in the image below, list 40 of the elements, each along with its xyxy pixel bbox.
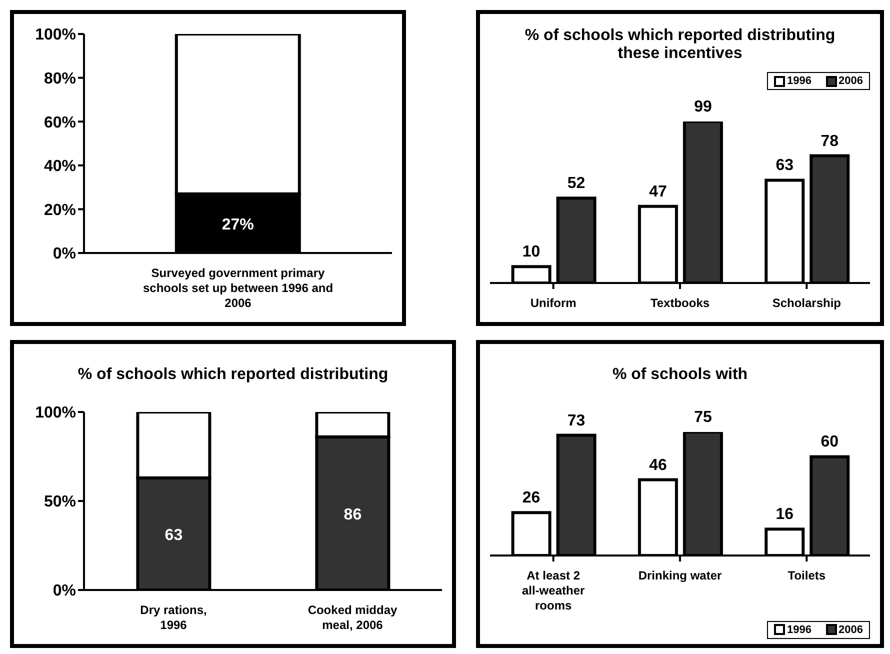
data-label: 10 bbox=[522, 244, 540, 261]
chart-title: % of schools which reported distributing these incentives bbox=[524, 26, 836, 64]
x-tick-label: Cooked midday meal, 2006 bbox=[308, 603, 398, 632]
data-label: 63 bbox=[776, 157, 794, 174]
chart-title: % of schools with bbox=[611, 365, 749, 385]
y-tick-label: 0% bbox=[52, 246, 76, 263]
x-tick-label: Toilets bbox=[788, 568, 826, 582]
data-label: 46 bbox=[649, 456, 667, 474]
x-tick-label: Scholarship bbox=[772, 296, 842, 310]
x-tick-label: Textbooks bbox=[650, 296, 710, 310]
x-tick-label: At least 2 all-weather rooms bbox=[522, 568, 585, 612]
y-tick-label: 100% bbox=[35, 26, 76, 44]
legend-label: 1996 bbox=[786, 75, 812, 87]
data-label: 73 bbox=[567, 412, 586, 430]
data-label: 75 bbox=[694, 409, 712, 426]
data-label: 60 bbox=[820, 434, 839, 451]
x-tick-label: Surveyed government primary schools set up between 1996 and 2006 bbox=[142, 266, 334, 310]
x-tick-label: Drinking water bbox=[638, 568, 722, 582]
data-label: 63 bbox=[164, 526, 183, 544]
y-tick-label: 20% bbox=[44, 202, 76, 219]
data-label: 52 bbox=[567, 175, 586, 192]
x-tick-label: Dry rations, 1996 bbox=[140, 603, 207, 632]
data-label: 86 bbox=[344, 506, 362, 524]
data-label: 99 bbox=[694, 98, 712, 116]
data-label: 27% bbox=[222, 216, 254, 234]
y-tick-label: 60% bbox=[44, 114, 76, 132]
y-tick-label: 100% bbox=[35, 404, 76, 422]
data-label: 47 bbox=[649, 183, 667, 200]
legend-label: 2006 bbox=[838, 624, 863, 636]
x-tick-label: Uniform bbox=[530, 296, 576, 310]
legend-label: 1996 bbox=[786, 624, 812, 636]
y-tick-label: 50% bbox=[44, 494, 76, 511]
data-label: 78 bbox=[820, 132, 839, 150]
legend-label: 2006 bbox=[838, 75, 863, 87]
y-tick-label: 0% bbox=[52, 582, 76, 600]
data-label: 26 bbox=[522, 490, 540, 507]
y-tick-label: 80% bbox=[44, 70, 76, 88]
data-label: 16 bbox=[776, 506, 794, 524]
chart-title: % of schools which reported distributing bbox=[76, 365, 390, 385]
y-tick-label: 40% bbox=[44, 158, 76, 176]
